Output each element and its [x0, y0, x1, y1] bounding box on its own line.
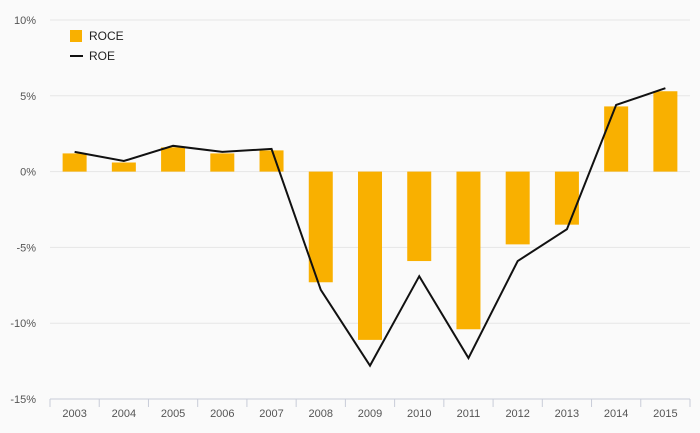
- x-tick-label: 2009: [358, 408, 382, 420]
- x-tick-label: 2011: [457, 408, 481, 420]
- legend-label-roce: ROCE: [89, 29, 124, 43]
- roe-line[interactable]: [74, 87, 666, 368]
- roce-bar-2005[interactable]: [161, 147, 186, 172]
- roce-bar-2009[interactable]: [358, 171, 382, 340]
- roce-bar-2008[interactable]: [308, 171, 333, 283]
- roce-bar-2003[interactable]: [62, 153, 87, 172]
- x-tick-label: 2015: [653, 408, 677, 420]
- x-axis-labels: 2003 2004 2005 2006 2007 2008 2009 2010 2011 2012…: [62, 408, 677, 420]
- legend-label-roe: ROE: [89, 49, 115, 63]
- x-tick-label: 2005: [161, 408, 185, 420]
- x-axis: [49, 398, 691, 407]
- roce-bar-2012[interactable]: [505, 171, 530, 245]
- roce-bar-2011[interactable]: [456, 171, 481, 330]
- x-tick-label: 2003: [62, 408, 86, 420]
- x-tick-label: 2004: [112, 408, 136, 420]
- x-tick-label: 2010: [407, 408, 431, 420]
- x-tick-label: 2007: [259, 408, 283, 420]
- y-axis-labels: 10% 5% 0% -5% -10% -15%: [10, 15, 36, 406]
- x-tick-label: 2013: [555, 408, 579, 420]
- y-tick-label: 0%: [20, 167, 36, 179]
- roce-bar-2007[interactable]: [259, 150, 284, 172]
- roce-bar-2006[interactable]: [210, 153, 235, 172]
- y-tick-label: -10%: [10, 318, 36, 330]
- roe-line-series: [74, 87, 666, 368]
- roce-bar-2013[interactable]: [554, 171, 579, 225]
- roce-bar-2004[interactable]: [111, 162, 136, 172]
- x-tick-label: 2008: [309, 408, 333, 420]
- y-tick-label: -15%: [10, 394, 36, 406]
- roce-bars: [62, 91, 678, 340]
- legend: ROCE ROE: [70, 29, 124, 63]
- x-tick-label: 2014: [604, 408, 628, 420]
- y-tick-label: 10%: [14, 15, 36, 27]
- y-tick-label: -5%: [16, 242, 36, 254]
- y-tick-label: 5%: [20, 91, 36, 103]
- roce-bar-2010[interactable]: [407, 171, 432, 262]
- roce-bar-2014[interactable]: [604, 106, 629, 172]
- x-tick-label: 2006: [210, 408, 234, 420]
- roce-bar-2015[interactable]: [653, 91, 678, 172]
- x-tick-label: 2012: [505, 408, 529, 420]
- legend-roce-swatch: [70, 30, 82, 42]
